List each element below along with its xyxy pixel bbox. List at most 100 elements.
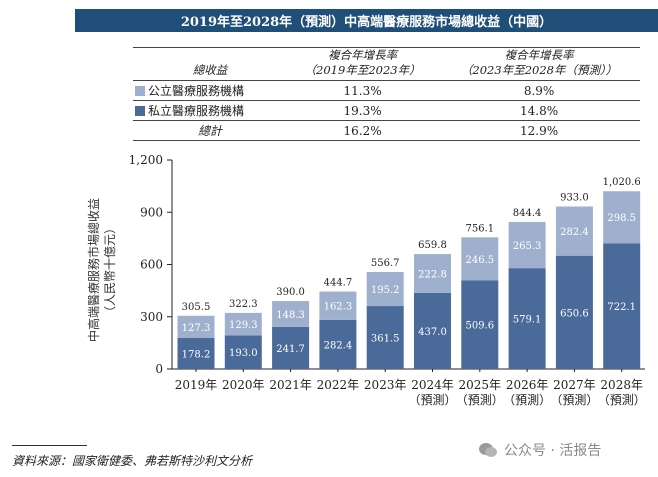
data-label-private: 722.1 bbox=[607, 302, 636, 313]
x-tick-label: 2027年 bbox=[553, 378, 596, 392]
source-divider bbox=[12, 445, 87, 446]
bar-public bbox=[603, 191, 641, 244]
watermark: 公众号 · 活报告 bbox=[478, 440, 601, 460]
data-label-public: 148.3 bbox=[276, 310, 305, 321]
source-note: 資料來源：國家衛健委、弗若斯特沙利文分析 bbox=[12, 454, 253, 468]
bar-public bbox=[272, 301, 310, 327]
data-label-private: 509.6 bbox=[465, 321, 494, 332]
x-tick-label: 2026年 bbox=[506, 378, 549, 392]
header-cagr-label: 複合年增長率 bbox=[328, 48, 398, 62]
data-label-private: 650.6 bbox=[560, 308, 589, 319]
data-label-public: 162.3 bbox=[324, 302, 353, 313]
legend-swatch-private bbox=[135, 106, 145, 116]
x-tick-sublabel: （預測） bbox=[598, 393, 646, 407]
bar-private bbox=[414, 292, 451, 369]
header-cagr-2019-2023: 複合年增長率 （2019年至2023年） bbox=[287, 48, 438, 81]
bar-public bbox=[414, 254, 451, 293]
x-tick-label: 2022年 bbox=[317, 378, 360, 392]
legend-swatch-public bbox=[135, 86, 145, 96]
y-tick-label: 300 bbox=[140, 310, 163, 324]
bar-public bbox=[177, 315, 215, 338]
bar-private bbox=[555, 255, 593, 369]
x-tick-sublabel: （預測） bbox=[408, 393, 456, 407]
header-period-label: （2023年至2028年（預測）） bbox=[460, 63, 618, 77]
bar-private bbox=[508, 268, 546, 369]
data-label-private: 361.5 bbox=[371, 334, 400, 345]
data-label-total: 444.7 bbox=[324, 278, 353, 289]
data-label-total: 844.4 bbox=[513, 208, 542, 219]
watermark-text: 公众号 · 活报告 bbox=[504, 443, 602, 459]
y-tick-label: 900 bbox=[140, 205, 163, 219]
data-label-total: 390.0 bbox=[276, 287, 305, 298]
chart-title: 2019年至2028年（預測）中高端醫療服務市場總收益（中國） bbox=[180, 15, 553, 30]
x-tick-sublabel: （預測） bbox=[456, 393, 504, 407]
data-label-total: 556.7 bbox=[371, 258, 400, 269]
bar-public bbox=[319, 291, 357, 320]
y-tick-label: 0 bbox=[155, 362, 163, 376]
cagr-value: 8.9% bbox=[523, 83, 555, 98]
bar-public bbox=[461, 237, 499, 281]
data-label-total: 322.3 bbox=[229, 299, 258, 310]
data-label-public: 127.3 bbox=[182, 323, 211, 334]
data-label-total: 659.8 bbox=[418, 240, 447, 251]
bar-private bbox=[603, 243, 641, 369]
x-tick-label: 2028年 bbox=[600, 378, 643, 392]
x-tick-label: 2020年 bbox=[222, 378, 265, 392]
x-tick-label: 2024年 bbox=[411, 378, 454, 392]
row-label: 私立醫療服務機構 bbox=[148, 104, 245, 118]
header-cagr-label: 複合年增長率 bbox=[504, 48, 574, 62]
data-label-private: 282.4 bbox=[324, 340, 353, 351]
x-tick-label: 2025年 bbox=[459, 378, 502, 392]
bar-private bbox=[272, 326, 310, 369]
data-label-private: 437.0 bbox=[418, 327, 447, 338]
row-label: 總計 bbox=[197, 124, 222, 138]
y-axis-label: 中高端醫療服務市場總收益 （人民幣十億元） bbox=[86, 198, 117, 342]
data-label-public: 195.2 bbox=[371, 285, 400, 296]
table-row-private: 私立醫療服務機構 19.3% 14.8% bbox=[133, 100, 640, 121]
bar-private bbox=[177, 337, 215, 369]
x-tick-sublabel: （預測） bbox=[550, 393, 598, 407]
cagr-value: 16.2% bbox=[343, 123, 382, 138]
table-row-total: 總計 16.2% 12.9% bbox=[133, 120, 640, 141]
bar-public bbox=[508, 221, 546, 269]
data-label-private: 193.0 bbox=[229, 348, 258, 359]
header-period-label: （2019年至2023年） bbox=[304, 63, 421, 77]
wechat-icon bbox=[479, 443, 497, 457]
data-label-public: 222.8 bbox=[418, 269, 447, 280]
bar-private bbox=[461, 280, 499, 369]
bar-public bbox=[366, 272, 404, 307]
data-label-total: 1,020.6 bbox=[603, 177, 641, 188]
data-label-total: 305.5 bbox=[182, 302, 211, 313]
chart-title-bar: 2019年至2028年（預測）中高端醫療服務市場總收益（中國） bbox=[75, 9, 658, 32]
table-row-public: 公立醫療服務機構 11.3% 8.9% bbox=[133, 81, 640, 101]
cagr-table: 總收益 複合年增長率 （2019年至2023年） 複合年增長率 （2023年至2… bbox=[133, 47, 640, 141]
stacked-bar-chart: 0 300 600 900 1,200 中高端醫療服務市場總收益 （人民幣十億元） 178.2… bbox=[86, 153, 646, 407]
x-tick-label: 2019年 bbox=[175, 378, 218, 392]
x-tick-label: 2023年 bbox=[364, 378, 407, 392]
data-label-public: 246.5 bbox=[465, 255, 494, 266]
bar-public bbox=[224, 312, 262, 336]
data-label-public: 265.3 bbox=[513, 241, 542, 252]
y-axis-label-line2: （人民幣十億元） bbox=[103, 222, 117, 318]
cagr-value: 14.8% bbox=[520, 103, 559, 118]
y-axis-label-line1: 中高端醫療服務市場總收益 bbox=[86, 198, 101, 342]
data-label-public: 129.3 bbox=[229, 320, 258, 331]
data-label-total: 756.1 bbox=[465, 223, 494, 234]
header-cagr-2023-2028: 複合年增長率 （2023年至2028年（預測）） bbox=[438, 48, 640, 81]
cagr-header-row: 總收益 複合年增長率 （2019年至2023年） 複合年增長率 （2023年至2… bbox=[133, 47, 640, 81]
bar-private bbox=[319, 319, 357, 369]
cagr-value: 19.3% bbox=[343, 103, 382, 118]
bar-private bbox=[366, 306, 404, 369]
data-label-private: 178.2 bbox=[182, 349, 211, 360]
cagr-value: 12.9% bbox=[520, 123, 559, 138]
header-total-revenue: 總收益 bbox=[192, 63, 228, 77]
cagr-value: 11.3% bbox=[343, 83, 382, 98]
data-label-private: 241.7 bbox=[276, 344, 305, 355]
data-label-public: 298.5 bbox=[607, 213, 636, 224]
data-label-public: 282.4 bbox=[560, 227, 589, 238]
row-label: 公立醫療服務機構 bbox=[148, 84, 245, 98]
y-tick-label: 600 bbox=[140, 258, 163, 272]
bar-private bbox=[224, 335, 262, 369]
y-tick-label: 1,200 bbox=[129, 153, 163, 167]
x-tick-label: 2021年 bbox=[269, 378, 312, 392]
